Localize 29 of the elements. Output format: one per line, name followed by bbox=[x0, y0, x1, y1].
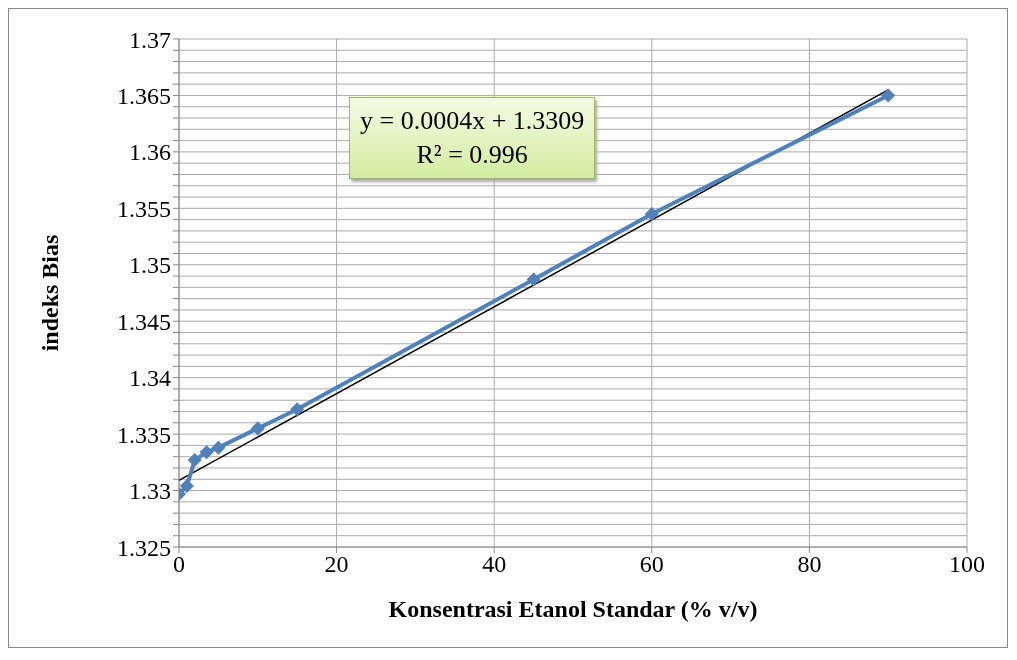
x-tick-label: 20 bbox=[324, 551, 349, 578]
x-axis-title: Konsentrasi Etanol Standar (% v/v) bbox=[388, 596, 758, 622]
point bbox=[644, 206, 659, 221]
y-tick-label: 1.365 bbox=[117, 82, 171, 109]
x-tick-label: 80 bbox=[797, 551, 822, 578]
x-tick-label: 0 bbox=[173, 551, 185, 578]
x-tick-label: 100 bbox=[949, 551, 985, 578]
y-tick-label: 1.37 bbox=[129, 26, 171, 53]
point bbox=[250, 421, 265, 436]
point bbox=[211, 440, 226, 455]
point bbox=[187, 453, 202, 468]
y-tick-label: 1.325 bbox=[117, 534, 171, 561]
annotation: R² = 0.996 bbox=[415, 139, 529, 171]
y-tick-label: 1.34 bbox=[129, 365, 171, 392]
x-tick-label: 60 bbox=[639, 551, 664, 578]
y-tick-label: 1.36 bbox=[129, 139, 171, 166]
y-axis-title: indeks Bias bbox=[36, 234, 63, 352]
annotation: y = 0.0004x + 1.3309 bbox=[360, 105, 585, 137]
point bbox=[179, 479, 194, 494]
x-tick-label: 40 bbox=[482, 551, 507, 578]
y-tick-label: 1.35 bbox=[129, 252, 171, 279]
y-tick-label: 1.355 bbox=[117, 195, 171, 222]
point bbox=[199, 445, 214, 460]
point bbox=[881, 88, 896, 103]
y-tick-label: 1.335 bbox=[117, 421, 171, 448]
y-tick-label: 1.345 bbox=[117, 308, 171, 335]
point bbox=[526, 272, 541, 287]
point bbox=[290, 402, 305, 417]
y-tick-label: 1.33 bbox=[129, 478, 171, 505]
